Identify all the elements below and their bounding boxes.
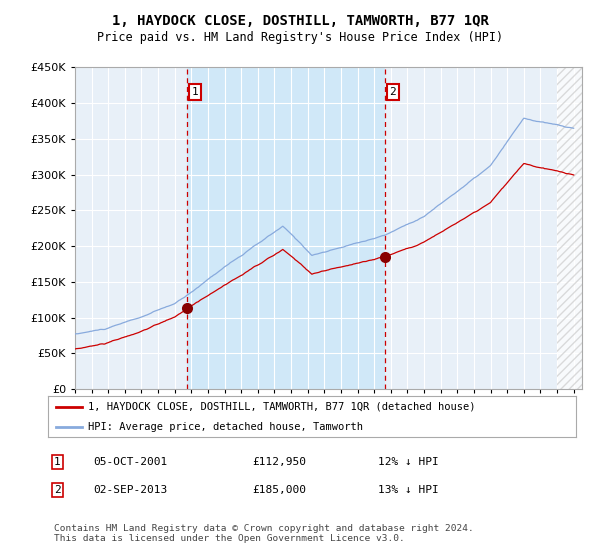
Text: HPI: Average price, detached house, Tamworth: HPI: Average price, detached house, Tamw… [88, 422, 362, 432]
Text: Contains HM Land Registry data © Crown copyright and database right 2024.
This d: Contains HM Land Registry data © Crown c… [54, 524, 474, 543]
Bar [187, 67, 385, 389]
Text: 1: 1 [54, 457, 61, 467]
Text: £112,950: £112,950 [252, 457, 306, 467]
Text: £185,000: £185,000 [252, 485, 306, 495]
Text: 2: 2 [389, 87, 396, 97]
Text: 2: 2 [54, 485, 61, 495]
Bar [557, 67, 582, 389]
Text: 02-SEP-2013: 02-SEP-2013 [93, 485, 167, 495]
Text: 13% ↓ HPI: 13% ↓ HPI [378, 485, 439, 495]
Text: Price paid vs. HM Land Registry's House Price Index (HPI): Price paid vs. HM Land Registry's House … [97, 31, 503, 44]
Text: 1, HAYDOCK CLOSE, DOSTHILL, TAMWORTH, B77 1QR (detached house): 1, HAYDOCK CLOSE, DOSTHILL, TAMWORTH, B7… [88, 402, 475, 412]
Text: 12% ↓ HPI: 12% ↓ HPI [378, 457, 439, 467]
Text: 1: 1 [191, 87, 198, 97]
Text: 05-OCT-2001: 05-OCT-2001 [93, 457, 167, 467]
Text: 1, HAYDOCK CLOSE, DOSTHILL, TAMWORTH, B77 1QR: 1, HAYDOCK CLOSE, DOSTHILL, TAMWORTH, B7… [112, 14, 488, 28]
